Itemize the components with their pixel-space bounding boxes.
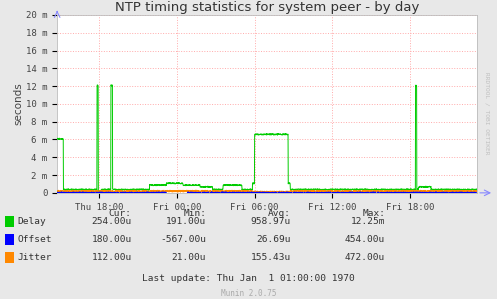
Title: NTP timing statistics for system peer - by day: NTP timing statistics for system peer - …: [115, 1, 419, 14]
Text: 26.69u: 26.69u: [256, 235, 291, 244]
Text: 21.00u: 21.00u: [172, 253, 206, 262]
Text: RRDTOOL / TOBI OETIKER: RRDTOOL / TOBI OETIKER: [485, 72, 490, 155]
Text: Cur:: Cur:: [109, 209, 132, 218]
Text: Delay: Delay: [17, 217, 46, 226]
Text: 254.00u: 254.00u: [91, 217, 132, 226]
Text: Min:: Min:: [183, 209, 206, 218]
Text: 180.00u: 180.00u: [91, 235, 132, 244]
Text: 958.97u: 958.97u: [250, 217, 291, 226]
Text: Max:: Max:: [362, 209, 385, 218]
Text: Munin 2.0.75: Munin 2.0.75: [221, 289, 276, 298]
Text: Jitter: Jitter: [17, 253, 52, 262]
Text: 12.25m: 12.25m: [351, 217, 385, 226]
Text: 191.00u: 191.00u: [166, 217, 206, 226]
Text: 454.00u: 454.00u: [345, 235, 385, 244]
Text: 112.00u: 112.00u: [91, 253, 132, 262]
Y-axis label: seconds: seconds: [13, 83, 23, 125]
Text: Avg:: Avg:: [268, 209, 291, 218]
Text: Offset: Offset: [17, 235, 52, 244]
Text: -567.00u: -567.00u: [160, 235, 206, 244]
Text: 472.00u: 472.00u: [345, 253, 385, 262]
Text: 155.43u: 155.43u: [250, 253, 291, 262]
Text: Last update: Thu Jan  1 01:00:00 1970: Last update: Thu Jan 1 01:00:00 1970: [142, 274, 355, 283]
